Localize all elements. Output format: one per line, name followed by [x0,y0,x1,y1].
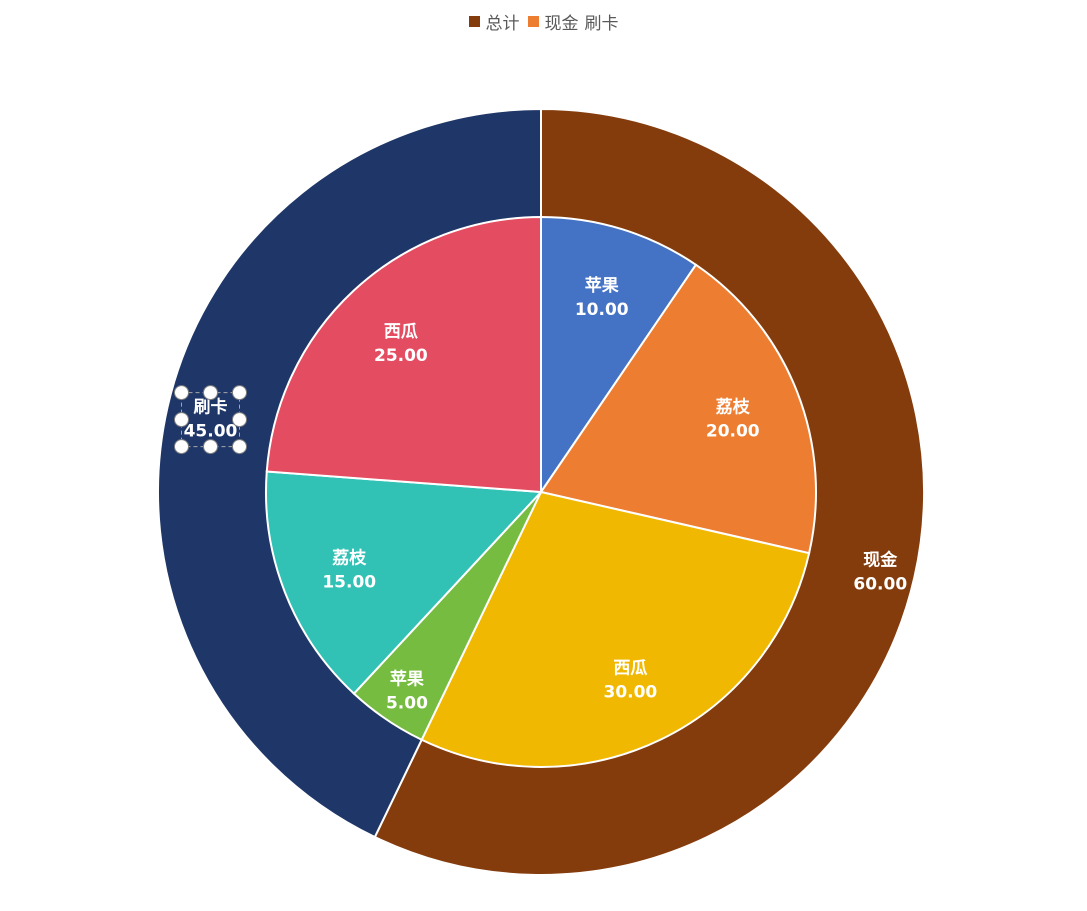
inner-slice-5[interactable] [265,470,544,696]
inner-slice-6[interactable] [265,215,542,494]
resize-handle-6[interactable] [173,439,189,455]
legend-item-cash[interactable]: 现金 刷卡 [527,9,619,34]
inner-slice-3[interactable] [420,490,811,768]
inner-label-value-4: 5.00 [386,694,428,714]
inner-label-category-5: 荔枝 [331,547,367,568]
resize-handle-7[interactable] [202,439,218,455]
resize-handle-8[interactable] [231,439,247,455]
resize-handle-4[interactable] [173,412,189,428]
inner-label-value-1: 10.00 [575,300,629,320]
legend-swatch-cash [527,16,539,27]
inner-label-category-1: 苹果 [585,275,619,296]
inner-slice-1[interactable] [540,215,698,496]
inner-label-value-6: 25.00 [374,346,428,366]
inner-label-category-3: 西瓜 [613,659,647,679]
chart-legend: 总计 现金 刷卡 [0,9,1087,34]
legend-swatch-total [468,16,480,27]
inner-label-value-3: 30.00 [603,683,657,703]
outer-label-category-1: 现金 [863,549,898,570]
legend-label-cash: 现金 [544,14,579,34]
data-labels: 现金 60.00 刷卡 45.00 苹果 10.00 荔枝 20.00 西瓜 30.00 苹果 5.0… [173,275,907,714]
inner-label-category-2: 荔枝 [715,397,751,418]
outer-label-value-1: 60.00 [853,574,907,594]
resize-handle-2[interactable] [202,385,218,401]
legend-item-total[interactable]: 总计 [468,9,520,34]
outer-label-category-2: 刷卡 [193,397,227,418]
inner-slice-2[interactable] [539,263,817,555]
inner-pie [265,215,817,768]
resize-handle-3[interactable] [231,385,247,401]
inner-label-value-5: 15.00 [322,572,376,592]
resize-handle-1[interactable] [173,385,189,401]
legend-label-total: 总计 [485,14,520,34]
outer-label-value-2: 45.00 [184,422,238,442]
inner-label-category-4: 苹果 [390,669,424,690]
inner-label-value-2: 20.00 [706,422,760,442]
resize-handle-5[interactable] [231,412,247,428]
legend-label-card: 刷卡 [584,14,619,34]
inner-label-category-6: 西瓜 [384,322,418,342]
